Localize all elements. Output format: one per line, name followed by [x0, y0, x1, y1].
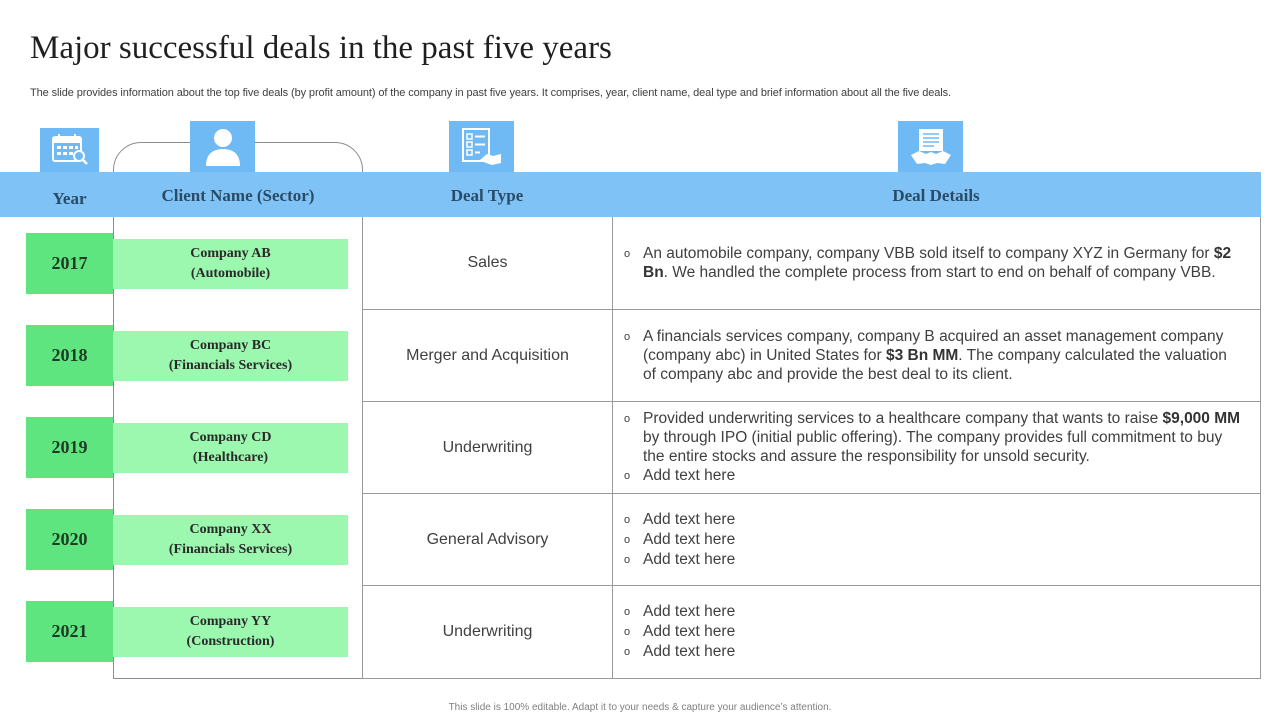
- detail-bullet: o Add text here: [624, 602, 1242, 622]
- detail-bullet: o Add text here: [624, 550, 1242, 570]
- bullet-circle-icon: o: [624, 533, 631, 546]
- year-2018: 2018: [26, 325, 113, 386]
- detail-text-end: by through IPO (initial public offering)…: [643, 429, 1223, 465]
- detail-bullet: o A financials services company, company…: [624, 327, 1242, 384]
- user-icon: [205, 128, 240, 166]
- deal-details-cell: o A financials services company, company…: [614, 310, 1260, 401]
- bullet-circle-icon: o: [624, 626, 631, 638]
- year-2021: 2021: [26, 601, 113, 662]
- year-2019: 2019: [26, 417, 113, 478]
- client-name: Company AB: [190, 246, 271, 261]
- footer-note: This slide is 100% editable. Adapt it to…: [448, 702, 832, 713]
- client-icon-box: [190, 121, 255, 172]
- deal-type-cell: General Advisory: [363, 494, 613, 585]
- detail-text: An automobile company, company VBB sold …: [643, 245, 1214, 262]
- detail-text: Add text here: [643, 603, 736, 620]
- header-deal-details: Deal Details: [892, 186, 980, 205]
- year-2020: 2020: [26, 509, 113, 570]
- page-subtitle: The slide provides information about the…: [30, 87, 952, 99]
- client-box-2018: Company BC (Financials Services): [113, 331, 348, 381]
- header-deal-type: Deal Type: [450, 186, 524, 205]
- client-sector: (Healthcare): [192, 450, 269, 465]
- client-name: Company XX: [189, 522, 272, 537]
- detail-text: Add text here: [643, 550, 736, 568]
- bullet-circle-icon: o: [624, 470, 631, 482]
- bullet-circle-icon: o: [624, 606, 631, 618]
- table-row: Underwriting o Provided underwriting ser…: [363, 402, 1260, 494]
- client-name: Company CD: [189, 430, 272, 445]
- detail-text: A financials services company, company B…: [643, 328, 1224, 364]
- detail-bullet: o Add text here: [624, 466, 1242, 486]
- detail-amount: $9,000 MM: [1162, 410, 1241, 427]
- deal-type-icon-box: [449, 121, 514, 172]
- table-header-band: [0, 172, 1261, 217]
- table-row: General Advisory o Add text here o Add t…: [363, 494, 1260, 586]
- detail-bullet: o Add text here: [624, 642, 1242, 662]
- client-box-2019: Company CD (Healthcare): [113, 423, 348, 473]
- deal-type-cell: Underwriting: [363, 586, 613, 678]
- detail-amount: $3 Bn MM: [885, 347, 959, 364]
- detail-text: Add text here: [643, 643, 736, 660]
- client-column-frame: [113, 142, 363, 679]
- detail-bullet: o Provided underwriting services to a he…: [624, 409, 1242, 466]
- deal-type-cell: Underwriting: [363, 402, 613, 493]
- detail-bullet: o Add text here: [624, 510, 1242, 530]
- bullet-circle-icon: o: [624, 331, 631, 343]
- deal-details-cell: o Add text here o Add text here o Add te…: [614, 494, 1260, 585]
- client-name: Company BC: [189, 338, 272, 353]
- table-row: Sales o An automobile company, company V…: [363, 217, 1260, 310]
- detail-amount: $2 Bn: [643, 245, 1232, 281]
- deal-type-cell: Sales: [363, 217, 613, 309]
- detail-text: Add text here: [643, 467, 736, 484]
- client-name: Company YY: [189, 614, 272, 629]
- year-icon-box: [40, 128, 99, 172]
- client-box-2021: Company YY (Construction): [113, 607, 348, 657]
- table-row: Merger and Acquisition o A financials se…: [363, 310, 1260, 402]
- deal-details-cell: o Provided underwriting services to a he…: [614, 402, 1260, 493]
- bullet-circle-icon: o: [624, 413, 631, 425]
- year-2017: 2017: [26, 233, 113, 294]
- detail-text: Add text here: [643, 623, 736, 640]
- bullet-circle-icon: o: [624, 553, 631, 566]
- deal-details-icon-box: [898, 121, 963, 172]
- client-sector: (Automobile): [190, 266, 271, 281]
- detail-text: Provided underwriting services to a heal…: [643, 410, 1163, 427]
- header-year: Year: [52, 189, 87, 208]
- deal-details-cell: o Add text here o Add text here o Add te…: [614, 586, 1260, 678]
- deals-table: Sales o An automobile company, company V…: [362, 217, 1261, 679]
- document-handshake-icon: [910, 128, 951, 165]
- detail-text-end: . We handled the complete process from s…: [663, 264, 1216, 281]
- bullet-circle-icon: o: [624, 646, 631, 658]
- client-sector: (Construction): [186, 634, 275, 649]
- client-sector: (Financials Services): [168, 542, 293, 557]
- bullet-circle-icon: o: [624, 248, 631, 260]
- deal-details-cell: o An automobile company, company VBB sol…: [614, 217, 1260, 309]
- calendar-search-icon: [51, 134, 88, 165]
- detail-text: Add text here: [643, 510, 736, 528]
- checklist-handshake-icon: [461, 127, 501, 165]
- detail-bullet: o Add text here: [624, 622, 1242, 642]
- table-row: Underwriting o Add text here o Add text …: [363, 586, 1260, 678]
- detail-bullet: o An automobile company, company VBB sol…: [624, 244, 1242, 282]
- header-client-name: Client Name (Sector): [161, 186, 315, 205]
- deal-type-cell: Merger and Acquisition: [363, 310, 613, 401]
- detail-text-end: . The company calculated the valuation o…: [643, 347, 1227, 383]
- client-box-2020: Company XX (Financials Services): [113, 515, 348, 565]
- bullet-circle-icon: o: [624, 513, 631, 526]
- detail-text: Add text here: [643, 530, 736, 548]
- client-sector: (Financials Services): [168, 358, 293, 373]
- page-title: Major successful deals in the past five …: [30, 30, 612, 66]
- client-box-2017: Company AB (Automobile): [113, 239, 348, 289]
- detail-bullet: o Add text here: [624, 530, 1242, 550]
